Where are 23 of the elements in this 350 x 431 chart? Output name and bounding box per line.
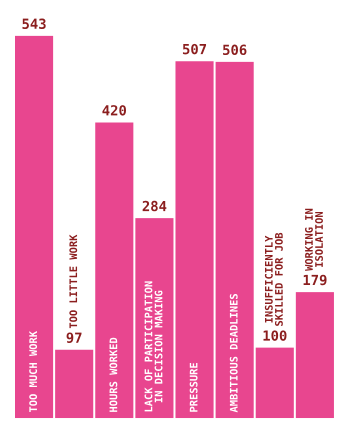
data-label: 506: [223, 44, 246, 56]
x-tick-label: TOO LITTLE WORK: [69, 234, 78, 328]
data-label: 100: [264, 330, 286, 341]
bar: [296, 292, 334, 418]
bar: [216, 62, 254, 418]
x-tick-label: LACK OF PARTICIPATION IN DECISION MAKING: [144, 281, 162, 412]
x-tick-label: HOURS WORKED: [109, 338, 118, 412]
data-label: 420: [102, 105, 126, 116]
bar: [15, 36, 54, 418]
data-label: 507: [182, 44, 206, 54]
bar: [95, 122, 134, 418]
data-label: 97: [66, 332, 82, 344]
data-label: 284: [142, 200, 166, 212]
bar: [256, 348, 294, 418]
x-tick-label: WORKING IN ISOLATION: [304, 208, 323, 271]
x-tick-label: INSUFFICIENTLY SKILLED FOR JOB: [264, 232, 283, 326]
x-tick-label: AMBITIOUS DEADLINES: [230, 294, 238, 412]
bar: [55, 350, 94, 418]
data-label: 179: [304, 274, 327, 286]
bar: [175, 61, 214, 418]
x-tick-label: TOO MUCH WORK: [29, 331, 38, 412]
data-label: 543: [22, 18, 46, 30]
x-tick-label: PRESSURE: [190, 363, 198, 412]
